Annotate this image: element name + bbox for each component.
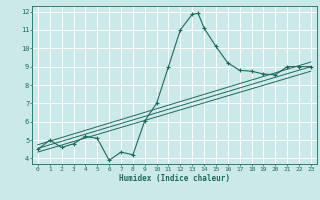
X-axis label: Humidex (Indice chaleur): Humidex (Indice chaleur) (119, 174, 230, 183)
